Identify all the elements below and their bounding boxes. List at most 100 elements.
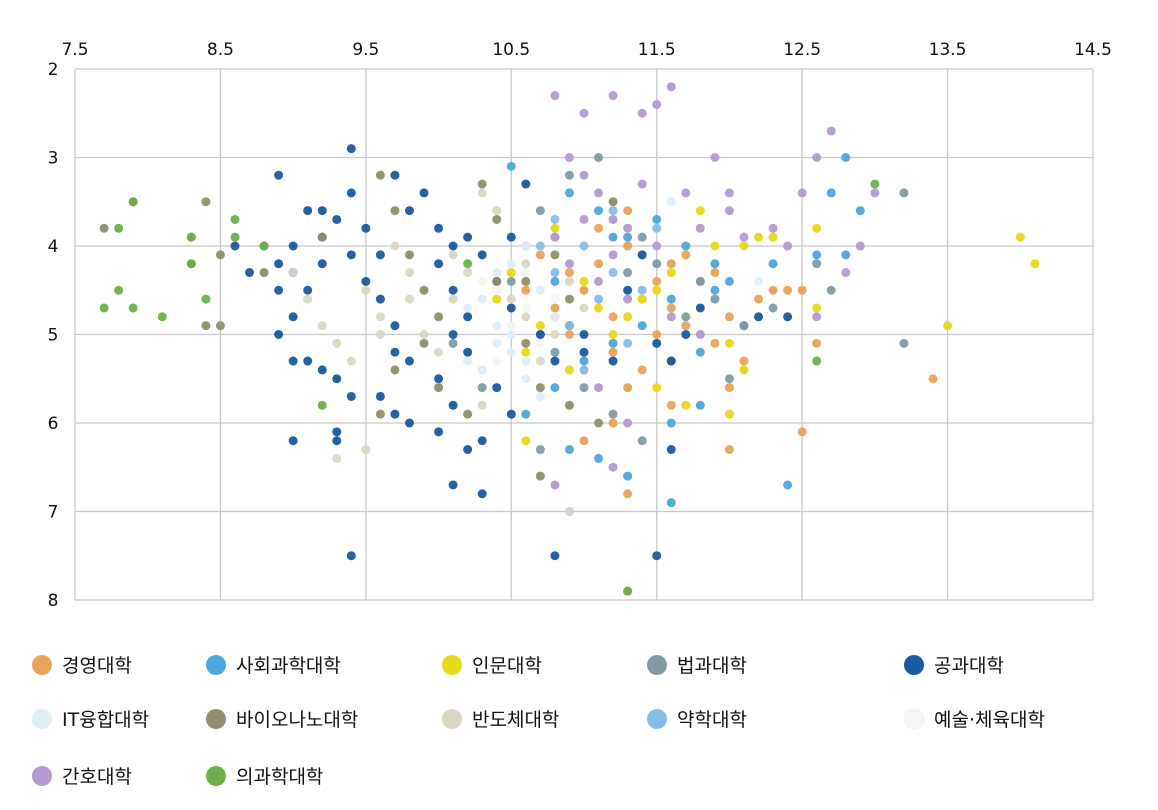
data-point bbox=[434, 347, 444, 357]
data-point bbox=[870, 188, 880, 198]
data-point bbox=[710, 241, 720, 251]
legend-swatch bbox=[206, 709, 226, 729]
data-point bbox=[274, 259, 284, 269]
x-tick-label: 10.5 bbox=[492, 40, 530, 60]
data-point bbox=[535, 250, 545, 260]
data-point bbox=[594, 153, 604, 162]
data-point bbox=[463, 409, 473, 419]
data-point bbox=[652, 551, 662, 561]
data-point bbox=[463, 445, 473, 455]
data-point bbox=[506, 161, 516, 171]
data-point bbox=[637, 365, 647, 375]
data-point bbox=[564, 507, 574, 516]
data-point bbox=[346, 356, 356, 366]
data-point bbox=[652, 330, 662, 339]
data-point bbox=[564, 170, 574, 180]
legend-label: 간호대학 bbox=[62, 766, 132, 788]
data-point bbox=[666, 259, 676, 269]
data-point bbox=[608, 462, 618, 472]
data-point bbox=[812, 250, 822, 260]
series-8 bbox=[535, 206, 662, 375]
legend-swatch bbox=[647, 655, 667, 675]
x-tick-label: 7.5 bbox=[61, 40, 88, 60]
data-point bbox=[201, 294, 211, 304]
data-point bbox=[535, 330, 545, 339]
data-point bbox=[637, 179, 647, 189]
data-point bbox=[695, 400, 705, 410]
data-point bbox=[259, 268, 269, 278]
data-point bbox=[114, 223, 124, 233]
data-point bbox=[434, 312, 444, 322]
data-point bbox=[128, 303, 138, 313]
data-point bbox=[506, 276, 516, 286]
x-axis-ticks: 7.5 8.5 9.5 10.5 11.5 12.5 13.5 14.5 bbox=[61, 40, 1111, 60]
data-point bbox=[274, 330, 284, 339]
legend-item: 경영대학 bbox=[32, 655, 132, 677]
legend-swatch bbox=[647, 709, 667, 729]
data-point bbox=[434, 427, 444, 437]
data-point bbox=[695, 347, 705, 357]
data-point bbox=[448, 480, 458, 490]
data-point bbox=[332, 214, 342, 224]
scatter-points bbox=[99, 82, 1040, 596]
data-point bbox=[579, 285, 589, 295]
data-point bbox=[448, 285, 458, 295]
data-point bbox=[754, 312, 764, 322]
data-point bbox=[724, 338, 734, 348]
data-point bbox=[230, 232, 240, 242]
data-point bbox=[521, 303, 531, 313]
data-point bbox=[492, 321, 502, 331]
legend-label: 반도체대학 bbox=[472, 709, 559, 731]
legend-item: 반도체대학 bbox=[442, 709, 559, 731]
data-point bbox=[346, 551, 356, 561]
legend-swatch bbox=[903, 708, 925, 730]
data-point bbox=[666, 445, 676, 455]
legend: 경영대학 사회과학대학 인문대학 법과대학 공과대학 IT융합대학 바이오나노대학 반도체대학… bbox=[31, 655, 1045, 788]
data-point bbox=[841, 153, 851, 162]
data-point bbox=[594, 418, 604, 428]
data-point bbox=[288, 356, 298, 366]
data-point bbox=[928, 374, 938, 384]
data-point bbox=[710, 285, 720, 295]
data-point bbox=[899, 188, 909, 198]
data-point bbox=[463, 303, 473, 313]
data-point bbox=[521, 259, 531, 269]
data-point bbox=[317, 321, 327, 331]
data-point bbox=[1030, 259, 1040, 269]
data-point bbox=[521, 268, 531, 278]
data-point bbox=[797, 188, 807, 198]
data-point bbox=[477, 179, 487, 189]
data-point bbox=[768, 303, 778, 313]
data-point bbox=[564, 330, 574, 339]
legend-swatch bbox=[442, 655, 462, 675]
data-point bbox=[724, 409, 734, 419]
data-point bbox=[404, 250, 414, 260]
data-point bbox=[492, 214, 502, 224]
data-point bbox=[506, 330, 516, 339]
data-point bbox=[419, 338, 429, 348]
data-point bbox=[608, 250, 618, 260]
data-point bbox=[521, 338, 531, 348]
data-point bbox=[594, 259, 604, 269]
data-point bbox=[608, 418, 618, 428]
data-point bbox=[623, 338, 633, 348]
y-axis-ticks: 2 3 4 5 6 7 8 bbox=[48, 60, 59, 611]
data-point bbox=[608, 206, 618, 216]
data-point bbox=[754, 276, 764, 286]
data-point bbox=[492, 268, 502, 278]
data-point bbox=[317, 365, 327, 375]
data-point bbox=[652, 338, 662, 348]
data-point bbox=[826, 188, 836, 198]
data-point bbox=[463, 347, 473, 357]
data-point bbox=[724, 312, 734, 322]
data-point bbox=[550, 551, 560, 561]
data-point bbox=[434, 223, 444, 233]
data-point bbox=[608, 232, 618, 242]
data-point bbox=[579, 214, 589, 224]
data-point bbox=[434, 383, 444, 393]
data-point bbox=[710, 259, 720, 269]
data-point bbox=[812, 338, 822, 348]
legend-swatch bbox=[206, 655, 226, 675]
data-point bbox=[681, 400, 691, 410]
